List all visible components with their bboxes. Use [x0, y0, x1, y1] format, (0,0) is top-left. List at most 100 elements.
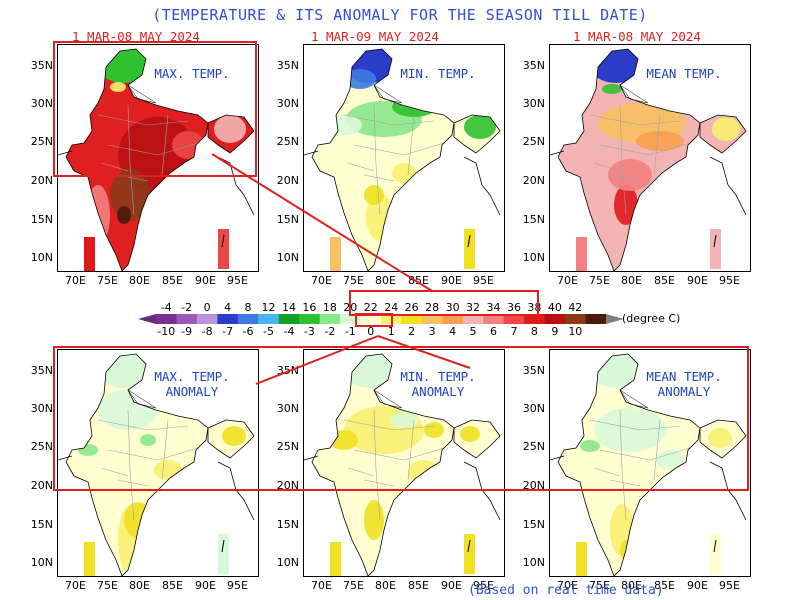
lon-tick-label: 70E — [65, 579, 86, 592]
colorbar-swatch — [483, 314, 505, 324]
map-panel-mean-temp — [549, 44, 751, 272]
colorbar-anomaly-tick: 0 — [367, 325, 374, 338]
colorbar-temp-tick: -2 — [181, 301, 192, 314]
colorbar-high-arrow — [606, 314, 624, 324]
colorbar-anomaly-tick: -3 — [304, 325, 315, 338]
shaded-region — [712, 117, 740, 141]
colorbar-temp-tick: -4 — [161, 301, 172, 314]
colorbar-swatch — [544, 314, 566, 324]
colorbar-temp-tick: 8 — [245, 301, 252, 314]
colorbar-anomaly-tick: -1 — [345, 325, 356, 338]
lat-tick-label: 25N — [522, 135, 545, 148]
colorbar-swatch — [319, 314, 341, 324]
lat-tick-label: 10N — [522, 556, 545, 569]
colorbar-temp-tick: 24 — [384, 301, 398, 314]
colorbar-anomaly-tick: 5 — [470, 325, 477, 338]
colorbar-temp-tick: 26 — [405, 301, 419, 314]
colorbar-low-arrow — [138, 314, 156, 324]
lon-tick-label: 75E — [589, 274, 610, 287]
colorbar-temp-tick: 36 — [507, 301, 521, 314]
lat-tick-label: 15N — [30, 518, 53, 531]
colorbar-temp-tick: 32 — [466, 301, 480, 314]
lon-tick-label: 85E — [162, 579, 183, 592]
lat-tick-label: 30N — [30, 97, 53, 110]
colorbar-swatch — [381, 314, 402, 324]
andaman-box — [710, 229, 721, 269]
colorbar-swatch — [565, 314, 587, 324]
lat-tick-label: 35N — [276, 59, 299, 72]
colorbar-anomaly-tick: -6 — [243, 325, 254, 338]
lon-tick-label: 75E — [97, 274, 118, 287]
colorbar-temp-tick: 0 — [204, 301, 211, 314]
lat-tick-label: 10N — [522, 251, 545, 264]
lon-tick-label: 90E — [687, 274, 708, 287]
lon-tick-label: 75E — [97, 579, 118, 592]
lat-tick-label: 10N — [276, 556, 299, 569]
lon-tick-label: 90E — [441, 579, 462, 592]
lat-tick-label: 20N — [522, 174, 545, 187]
lon-tick-label: 85E — [654, 274, 675, 287]
lat-tick-label: 25N — [276, 135, 299, 148]
lat-tick-label: 35N — [522, 59, 545, 72]
lon-tick-label: 90E — [195, 274, 216, 287]
lon-tick-label: 95E — [719, 579, 740, 592]
colorbar-anomaly-tick: -7 — [222, 325, 233, 338]
colorbar-swatch — [524, 314, 546, 324]
lon-tick-label: 70E — [557, 274, 578, 287]
date-range-min: 1 MAR-09 MAY 2024 — [311, 29, 439, 44]
shaded-region — [464, 115, 496, 139]
andaman-box — [464, 229, 475, 269]
lon-tick-label: 85E — [654, 579, 675, 592]
colorbar-temp-tick: 38 — [527, 301, 541, 314]
lakshadweep-box — [576, 237, 587, 271]
lat-tick-label: 20N — [30, 174, 53, 187]
lon-tick-label: 95E — [719, 274, 740, 287]
lat-tick-label: 20N — [30, 479, 53, 492]
lon-tick-label: 75E — [589, 579, 610, 592]
colorbar-swatch — [585, 314, 607, 324]
shaded-region — [608, 159, 652, 191]
lat-tick-label: 10N — [30, 251, 53, 264]
colorbar-temp-tick: 14 — [282, 301, 296, 314]
colorbar-swatch — [421, 314, 443, 324]
lon-tick-label: 70E — [557, 579, 578, 592]
lat-tick-label: 30N — [276, 97, 299, 110]
lon-tick-label: 95E — [473, 274, 494, 287]
panel-label: MEAN TEMP. — [646, 66, 722, 81]
colorbar-swatch — [176, 314, 198, 324]
colorbar-swatch — [156, 314, 177, 324]
lat-tick-label: 30N — [30, 402, 53, 415]
lat-tick-label: 15N — [276, 518, 299, 531]
date-range-max: 1 MAR-08 MAY 2024 — [72, 29, 200, 44]
colorbar-anomaly-tick: -8 — [202, 325, 213, 338]
colorbar-anomaly-tick: 1 — [388, 325, 395, 338]
colorbar-anomaly-tick: 6 — [490, 325, 497, 338]
shaded-region — [344, 69, 376, 89]
colorbar-anomaly-tick: 10 — [568, 325, 582, 338]
lon-tick-label: 80E — [375, 579, 396, 592]
date-range-mean: 1 MAR-08 MAY 2024 — [573, 29, 701, 44]
lat-tick-label: 15N — [522, 213, 545, 226]
colorbar-swatch — [340, 314, 362, 324]
lat-tick-label: 35N — [30, 59, 53, 72]
shaded-region — [614, 185, 638, 225]
lat-tick-label: 25N — [30, 440, 53, 453]
shaded-region — [117, 206, 131, 224]
colorbar-temp-tick: 20 — [343, 301, 357, 314]
lon-tick-label: 80E — [621, 274, 642, 287]
shaded-region — [602, 84, 622, 94]
lat-tick-label: 25N — [30, 135, 53, 148]
lon-tick-label: 85E — [408, 579, 429, 592]
colorbar-anomaly-tick: -10 — [157, 325, 175, 338]
colorbar-swatch — [299, 314, 321, 324]
colorbar-swatch — [237, 314, 259, 324]
lat-tick-label: 10N — [30, 556, 53, 569]
colorbar-unit: (degree C) — [622, 312, 681, 325]
lakshadweep-box — [84, 542, 95, 576]
lakshadweep-box — [330, 542, 341, 576]
colorbar-swatch — [217, 314, 239, 324]
colorbar-swatch — [278, 314, 300, 324]
colorbar-temp-tick: 18 — [323, 301, 337, 314]
colorbar-swatch — [503, 314, 525, 324]
panel-label: MIN. TEMP. — [400, 66, 476, 81]
